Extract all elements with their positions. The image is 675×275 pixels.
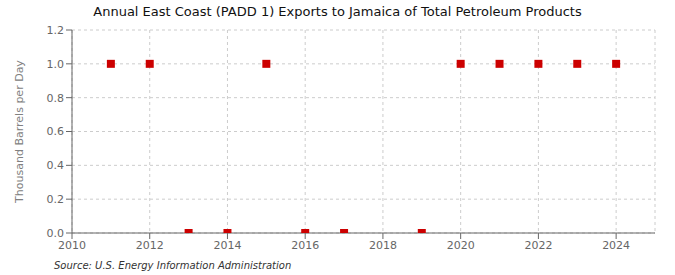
svg-text:1.0: 1.0	[47, 58, 65, 71]
svg-text:2010: 2010	[58, 239, 86, 252]
svg-text:2018: 2018	[369, 239, 397, 252]
html-text:Source: U.S. Energy Informatio: Source: U.S. Energy Information Administ…	[54, 260, 292, 271]
html-text:Annual East Coast (PADD 1) Exp: Annual East Coast (PADD 1) Exports to Ja…	[93, 4, 582, 19]
svg-text:2014: 2014	[213, 239, 241, 252]
svg-text:2020: 2020	[447, 239, 475, 252]
svg-text:0.8: 0.8	[47, 92, 65, 105]
svg-text:1.2: 1.2	[47, 24, 65, 37]
svg-text:2024: 2024	[602, 239, 630, 252]
svg-text:2012: 2012	[136, 239, 164, 252]
svg-text:0.0: 0.0	[47, 227, 65, 240]
svg-text:2016: 2016	[291, 239, 319, 252]
svg-text:2022: 2022	[524, 239, 552, 252]
svg-text:0.6: 0.6	[47, 125, 65, 138]
svg-text:0.2: 0.2	[47, 193, 65, 206]
svg-text:0.4: 0.4	[47, 159, 65, 172]
svg-text:Thousand Barrels per Day: Thousand Barrels per Day	[13, 60, 26, 204]
